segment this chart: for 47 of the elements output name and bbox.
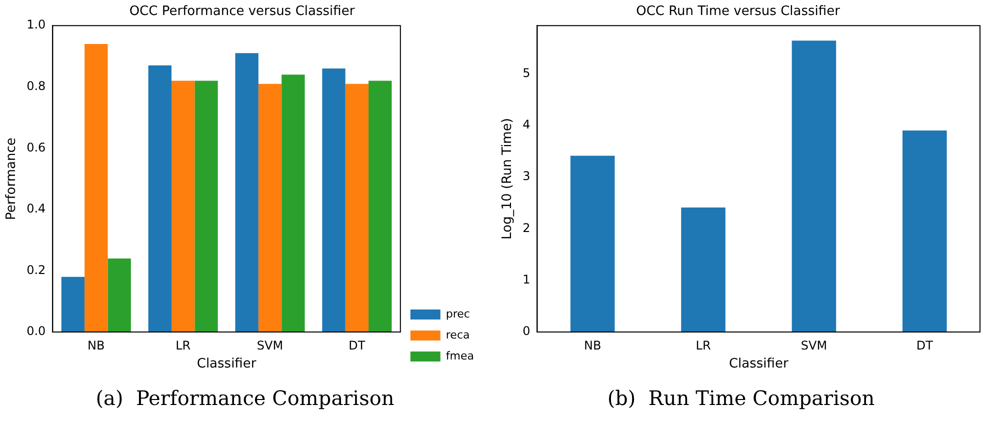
bar (61, 276, 85, 332)
y-tick-label: 3 (522, 169, 530, 184)
bar (345, 84, 369, 332)
bar (282, 74, 305, 332)
text: (a) Performance Comparison (94, 386, 396, 410)
x-tick-label: NB (88, 338, 105, 352)
bar (171, 80, 195, 332)
x-tick-label: SVM (800, 338, 828, 352)
x-tick-label: DT (348, 338, 366, 352)
legend-label: prec (446, 307, 470, 320)
text: (b) Run Time Comparison (606, 386, 876, 410)
y-tick-label: 0.2 (26, 262, 46, 277)
chart-title: OCC Performance versus Classifier (129, 4, 356, 20)
bar (148, 65, 172, 332)
x-tick-label: DT (916, 338, 934, 352)
y-tick-label: 0.8 (26, 79, 46, 94)
y-tick-label: 0.6 (26, 140, 46, 154)
bar (258, 84, 282, 332)
x-tick-label: LR (176, 338, 191, 352)
bar (368, 80, 392, 332)
y-tick-label: 0.0 (26, 324, 46, 338)
y-tick-label: 2 (522, 220, 530, 235)
chart-title: OCC Run Time versus Classifier (636, 4, 841, 20)
x-axis-title: Classifier (728, 356, 789, 372)
x-tick-label: NB (584, 338, 602, 352)
x-tick-label: SVM (256, 338, 284, 352)
y-tick-label: 0 (522, 324, 530, 338)
y-tick-label: 4 (522, 117, 530, 132)
bar (108, 258, 131, 332)
bar (235, 53, 258, 332)
bar (681, 207, 726, 332)
y-tick-label: 1.0 (26, 18, 46, 32)
x-axis-title: Classifier (196, 356, 257, 372)
bar (84, 44, 108, 332)
legend-label: reca (446, 328, 470, 342)
bar (194, 80, 218, 332)
y-tick-label: 5 (522, 66, 530, 80)
x-tick-label: LR (696, 338, 711, 352)
bar (322, 68, 346, 332)
bar (902, 130, 947, 332)
y-tick-label: 1 (522, 272, 530, 286)
y-tick-label: 0.4 (26, 202, 46, 216)
y-axis-title: Log_10 (Run Time) (500, 118, 516, 240)
bar (570, 156, 615, 332)
y-axis-title: Performance (4, 138, 20, 220)
legend-label: fmea (446, 349, 474, 362)
bar (792, 40, 836, 332)
